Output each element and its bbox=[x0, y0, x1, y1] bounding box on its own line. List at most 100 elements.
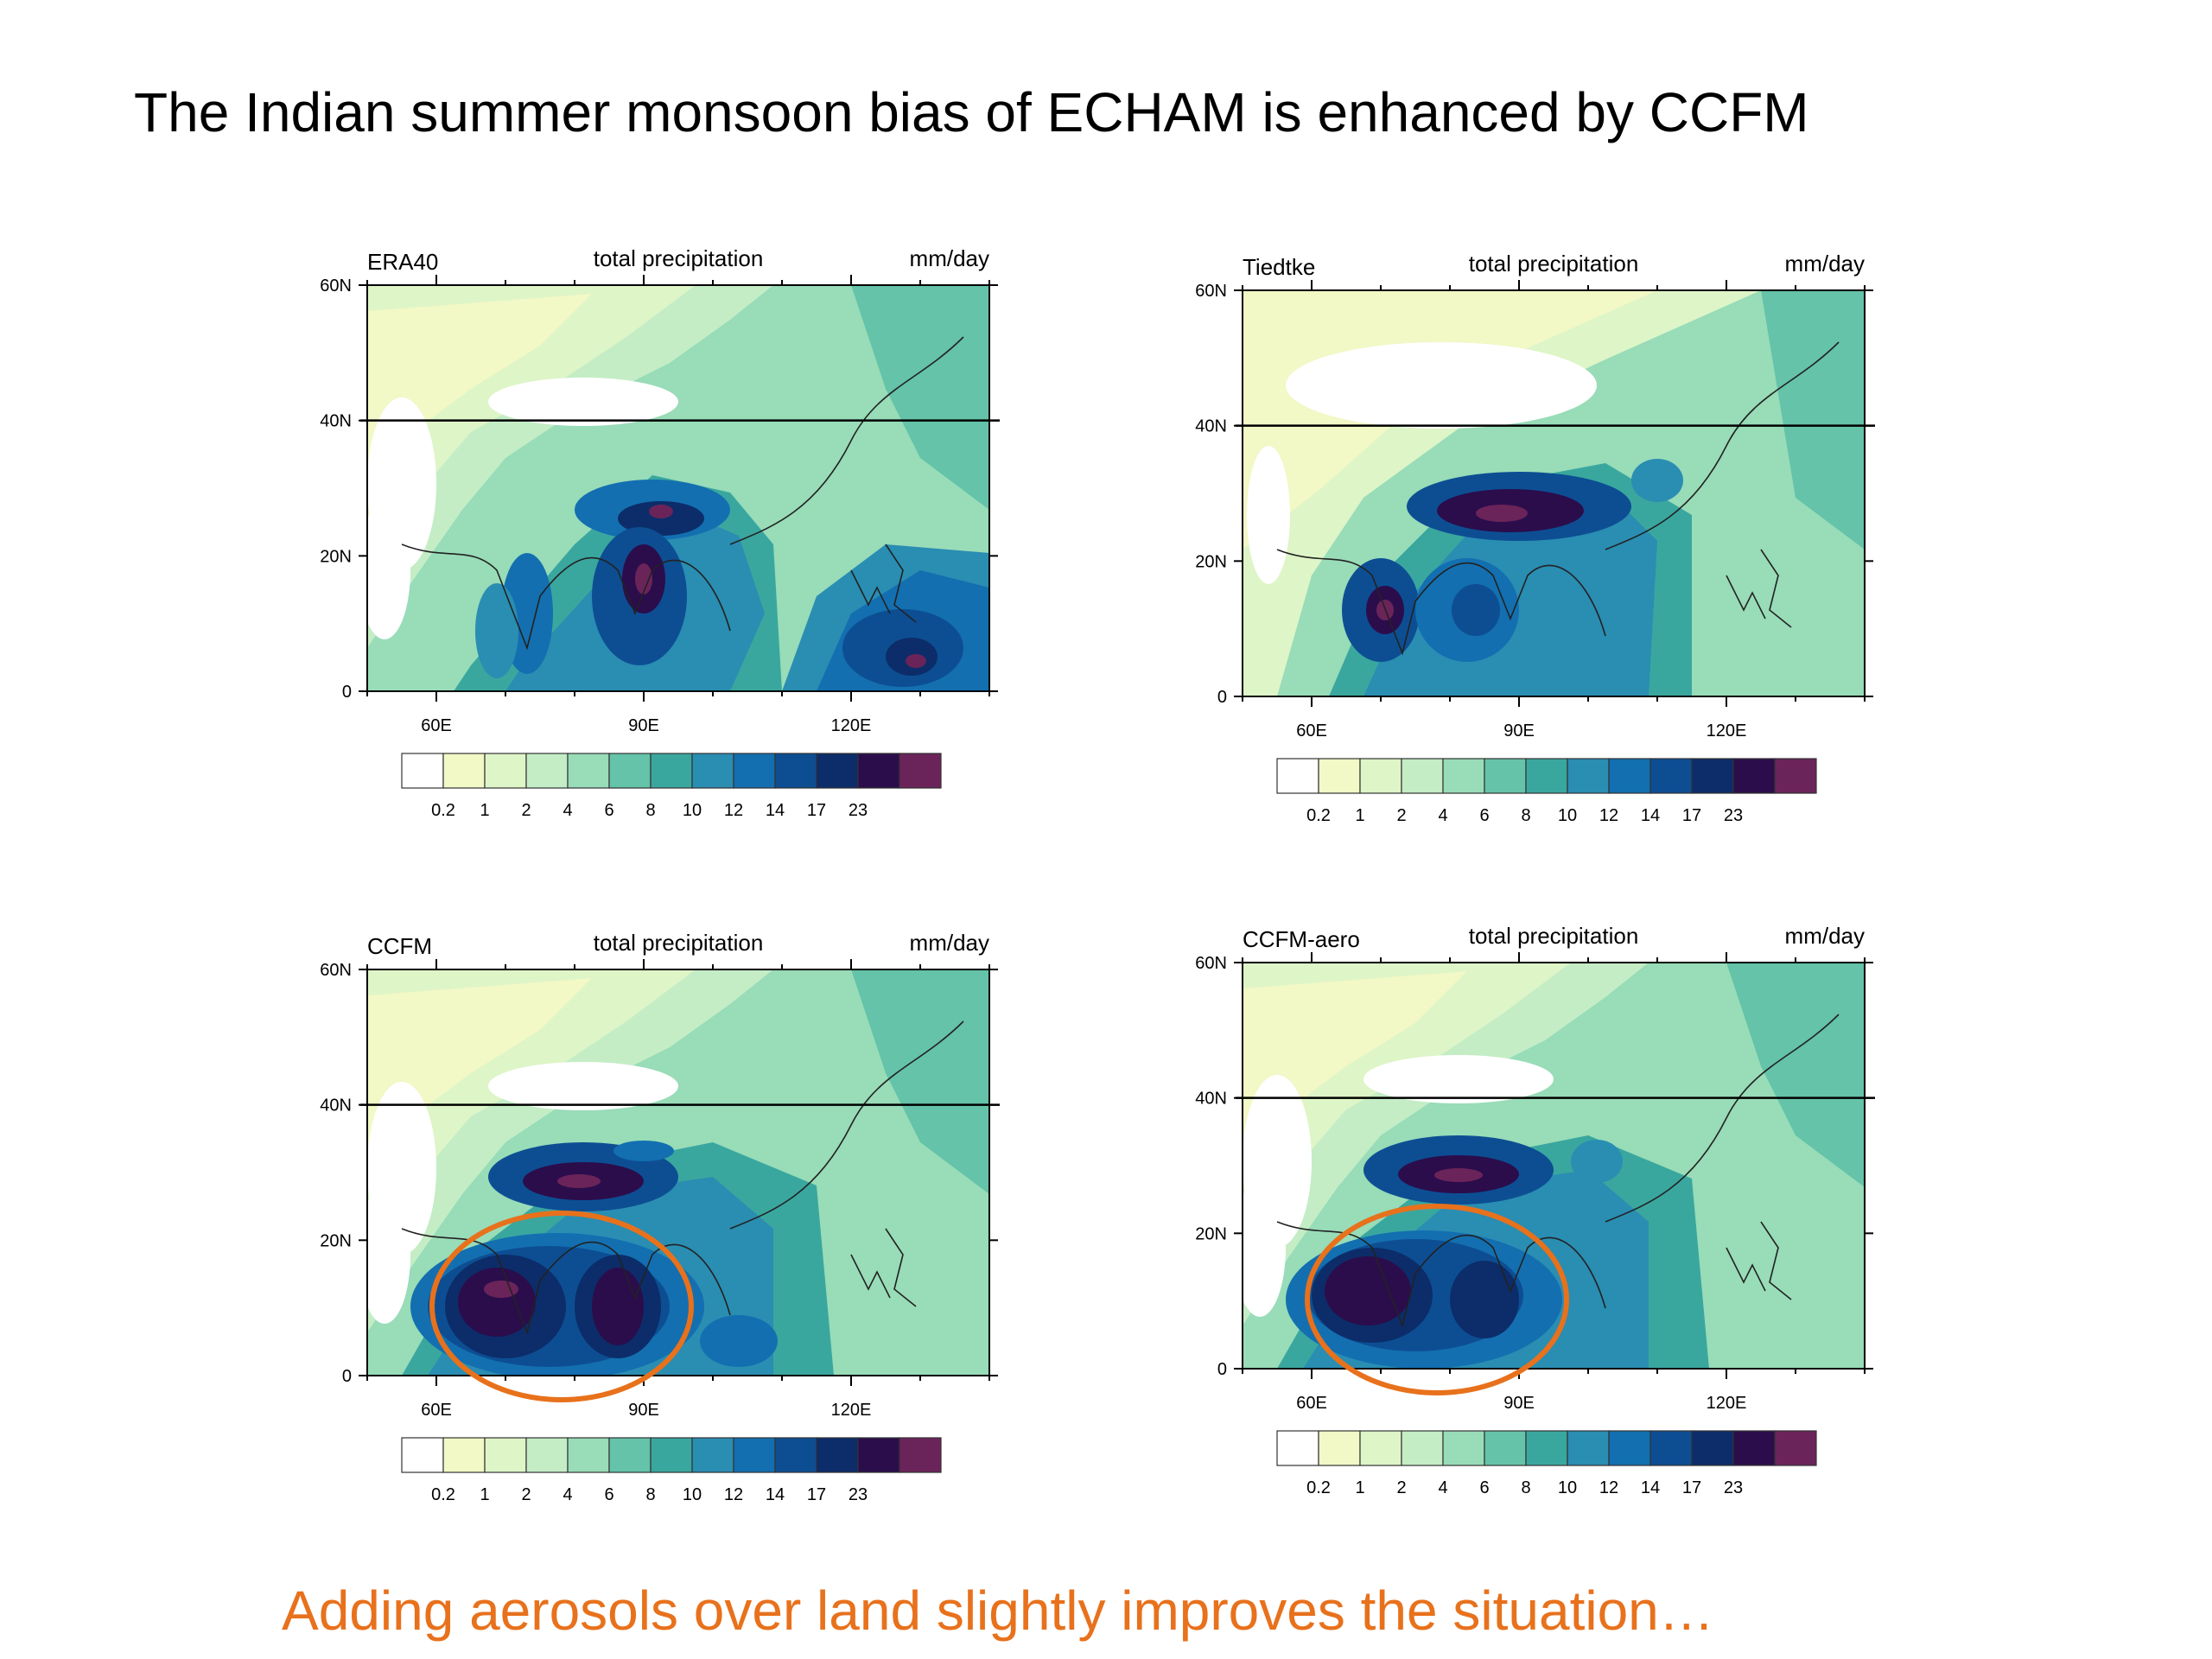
precip-contour bbox=[1434, 1168, 1483, 1182]
colorbar-label: 10 bbox=[1558, 1478, 1577, 1497]
colorbar-label: 17 bbox=[807, 1485, 826, 1504]
colorbar-swatch bbox=[1359, 758, 1402, 794]
lon-tick-label: 120E bbox=[1707, 721, 1747, 741]
highlight-circle bbox=[1305, 1204, 1569, 1395]
colorbar-swatch bbox=[650, 753, 693, 789]
colorbar-label: 14 bbox=[766, 1485, 785, 1504]
colorbar-swatch bbox=[1525, 1430, 1568, 1466]
colorbar-label: 10 bbox=[1558, 806, 1577, 825]
colorbar-swatch bbox=[1567, 758, 1610, 794]
colorbar-swatch bbox=[484, 753, 527, 789]
panel-center-title: total precipitation bbox=[594, 245, 764, 271]
colorbar-swatch bbox=[1318, 1430, 1361, 1466]
precipitation-field bbox=[367, 285, 989, 691]
colorbar-swatch bbox=[1691, 758, 1734, 794]
colorbar-label: 8 bbox=[645, 801, 655, 820]
lat-tick-label: 0 bbox=[342, 683, 352, 702]
colorbar-swatch bbox=[733, 1437, 776, 1473]
colorbar-swatch bbox=[1276, 1430, 1319, 1466]
lat-tick-label: 0 bbox=[342, 1367, 352, 1386]
map-panel-era40: ERA40 total precipitation mm/day 60N 40N 20N 0… bbox=[285, 242, 1080, 899]
lat-tick-label: 40N bbox=[1195, 417, 1227, 436]
precip-contour bbox=[1325, 1256, 1411, 1325]
colorbar-label: 6 bbox=[604, 1485, 613, 1504]
precipitation-field bbox=[1243, 290, 1865, 696]
precip-contour bbox=[1631, 459, 1683, 502]
colorbar-label: 0.2 bbox=[1306, 806, 1331, 825]
colorbar-swatch bbox=[1525, 758, 1568, 794]
map-frame bbox=[1242, 962, 1866, 1370]
colorbar-swatch bbox=[1608, 1430, 1651, 1466]
colorbar-label: 14 bbox=[1641, 1478, 1660, 1497]
colorbar-label: 23 bbox=[849, 1485, 868, 1504]
colorbar-label: 10 bbox=[683, 801, 702, 820]
panel-units: mm/day bbox=[1785, 251, 1865, 276]
highlight-circle bbox=[429, 1211, 694, 1402]
lat-tick-label: 20N bbox=[1195, 1224, 1227, 1243]
colorbar-label: 1 bbox=[1355, 806, 1364, 825]
map-panel-tiedtke: Tiedtke total precipitation mm/day 60N 40N 20… bbox=[1160, 247, 1955, 904]
lon-tick-label: 60E bbox=[421, 716, 452, 735]
precip-contour bbox=[649, 505, 673, 518]
colorbar-label: 2 bbox=[1396, 806, 1406, 825]
colorbar-swatch bbox=[691, 1437, 734, 1473]
colorbar-label: 2 bbox=[1396, 1478, 1406, 1497]
lat-tick-label: 40N bbox=[320, 1096, 352, 1116]
panel-units: mm/day bbox=[910, 245, 989, 271]
coastline bbox=[1276, 341, 1840, 656]
coastline bbox=[401, 336, 964, 651]
colorbar-label: 23 bbox=[1724, 1478, 1743, 1497]
lat-tick-label: 20N bbox=[1195, 552, 1227, 571]
colorbar-label: 6 bbox=[1479, 1478, 1489, 1497]
colorbar-label: 12 bbox=[1599, 1478, 1618, 1497]
precip-contour bbox=[367, 978, 592, 1160]
lat-tick-label: 20N bbox=[320, 547, 352, 566]
colorbar-swatch bbox=[774, 1437, 817, 1473]
colorbar-swatch bbox=[1567, 1430, 1610, 1466]
precip-contour bbox=[1450, 1261, 1519, 1338]
colorbar-label: 0.2 bbox=[431, 801, 455, 820]
precip-contour bbox=[484, 1281, 518, 1298]
colorbar-label: 8 bbox=[645, 1485, 655, 1504]
colorbar: 0.2 1 2 4 6 8 10 12 14 17 23 bbox=[1276, 758, 1817, 825]
colorbar-swatch bbox=[401, 753, 444, 789]
precip-contour bbox=[635, 563, 652, 594]
lon-tick-label: 90E bbox=[628, 1401, 659, 1420]
colorbar-swatch bbox=[733, 753, 776, 789]
colorbar-swatch bbox=[1774, 758, 1817, 794]
lon-tick-label: 120E bbox=[831, 716, 872, 735]
colorbar-swatch bbox=[1359, 1430, 1402, 1466]
colorbar-swatch bbox=[1608, 758, 1651, 794]
lat-tick-label: 0 bbox=[1217, 1360, 1227, 1379]
colorbar: 0.2 1 2 4 6 8 10 12 14 17 23 bbox=[1276, 1430, 1817, 1497]
precip-contour bbox=[613, 1141, 674, 1161]
lat-tick-label: 0 bbox=[1217, 688, 1227, 707]
dry-region-contour bbox=[1363, 1055, 1554, 1103]
colorbar-label: 1 bbox=[480, 1485, 489, 1504]
coastline bbox=[401, 1020, 964, 1335]
colorbar-swatch bbox=[774, 753, 817, 789]
colorbar-swatch bbox=[1276, 758, 1319, 794]
precip-contour bbox=[557, 1174, 601, 1188]
colorbar-swatch bbox=[1442, 758, 1485, 794]
lat-tick-label: 40N bbox=[1195, 1090, 1227, 1109]
colorbar-swatch bbox=[442, 1437, 486, 1473]
colorbar-swatch bbox=[567, 753, 610, 789]
colorbar-swatch bbox=[1484, 1430, 1527, 1466]
lon-tick-label: 120E bbox=[831, 1401, 872, 1420]
colorbar-label: 4 bbox=[1438, 1478, 1447, 1497]
precip-contour bbox=[851, 285, 989, 510]
dry-region-contour bbox=[1286, 342, 1597, 429]
colorbar-label: 17 bbox=[807, 801, 826, 820]
colorbar-label: 8 bbox=[1521, 1478, 1530, 1497]
panel-units: mm/day bbox=[910, 930, 989, 956]
map-panel-ccfm-aero: CCFM-aero total precipitation mm/day 60N 40N… bbox=[1160, 919, 1955, 1576]
colorbar-swatch bbox=[1732, 1430, 1776, 1466]
colorbar-label: 23 bbox=[849, 801, 868, 820]
panel-center-title: total precipitation bbox=[1469, 923, 1639, 949]
colorbar-label: 0.2 bbox=[431, 1485, 455, 1504]
panel-left-title: Tiedtke bbox=[1243, 254, 1315, 280]
panel-left-title: CCFM bbox=[367, 933, 432, 959]
colorbar-swatch bbox=[525, 753, 569, 789]
precip-contour bbox=[1452, 584, 1500, 636]
